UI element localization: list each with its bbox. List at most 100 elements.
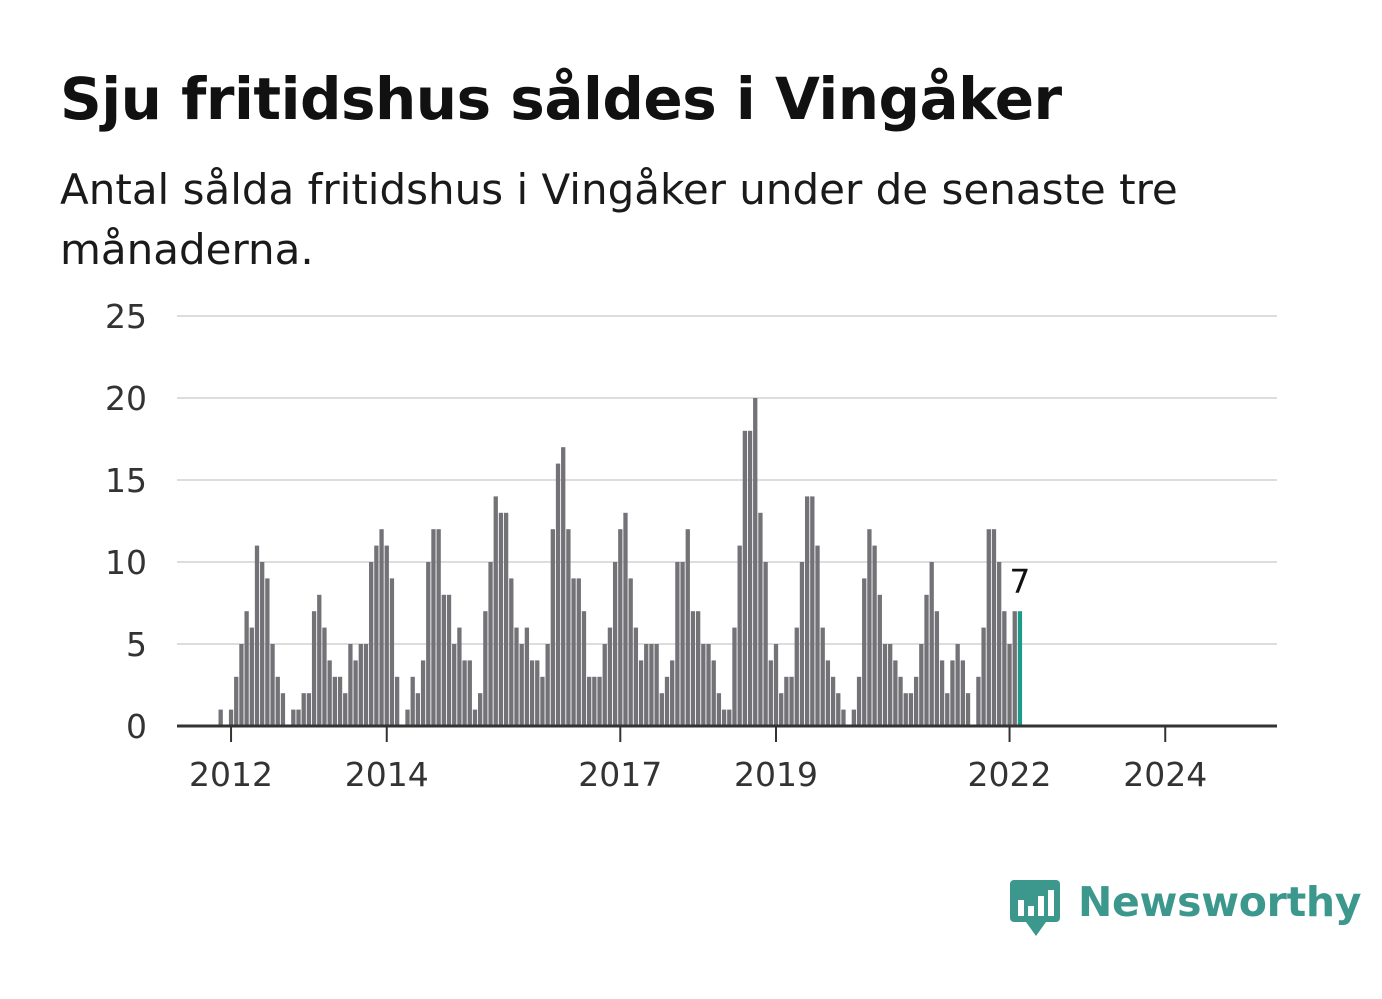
bar: [483, 611, 488, 726]
bar: [332, 676, 337, 726]
bar: [945, 693, 950, 726]
bar: [244, 611, 249, 726]
y-tick-label-10: 10: [105, 543, 147, 582]
bar: [867, 529, 872, 726]
bar: [836, 693, 841, 726]
bar: [628, 578, 633, 726]
bar: [633, 627, 639, 726]
y-tick-label-15: 15: [105, 461, 147, 500]
x-tick-label-2024: 2024: [1123, 755, 1207, 794]
bar: [317, 594, 322, 726]
bar: [794, 627, 799, 726]
bar: [773, 644, 779, 726]
bar: [919, 644, 924, 726]
grid-lines: [177, 315, 1277, 645]
bar: [830, 676, 836, 726]
bar: [374, 545, 379, 726]
bar: [519, 644, 524, 726]
bar: [488, 562, 493, 726]
bar: [934, 611, 940, 726]
bar: [706, 644, 711, 726]
bar: [415, 693, 421, 726]
bar: [503, 512, 509, 726]
bar: [701, 644, 706, 726]
bar: [685, 529, 690, 726]
x-tick-label-2012: 2012: [189, 755, 273, 794]
bar: [981, 627, 986, 726]
bar: [597, 676, 602, 726]
bar: [306, 693, 312, 726]
bar: [431, 529, 436, 726]
bar: [799, 562, 805, 726]
bar: [265, 578, 270, 726]
bar: [239, 644, 244, 726]
bar: [888, 644, 893, 726]
bar: [882, 644, 888, 726]
tick-labels: 0 5 10 15 20 25 7 2012 2014 2017 2019 2022 2024: [105, 297, 1207, 794]
bar: [462, 660, 467, 726]
chart-subtitle: Antal sålda fritidshus i Vingåker under …: [60, 165, 1178, 274]
bar: [249, 627, 254, 726]
bar: [571, 578, 576, 726]
bar: [550, 529, 555, 726]
bar: [965, 693, 971, 726]
bar: [680, 562, 685, 726]
bar: [976, 676, 981, 726]
bar: [810, 496, 815, 726]
bar: [535, 660, 540, 726]
bar: [638, 660, 644, 726]
bar: [742, 430, 748, 726]
bar: [405, 709, 410, 726]
bar: [664, 676, 670, 726]
bar: [747, 430, 753, 726]
bar: [498, 512, 504, 726]
bar: [929, 562, 934, 726]
bar: [789, 676, 794, 726]
bar: [436, 529, 441, 726]
bar: [623, 512, 628, 726]
bar: [493, 496, 498, 726]
bar: [727, 709, 732, 726]
bar: [379, 529, 384, 726]
y-tick-label-20: 20: [105, 379, 147, 418]
bar: [296, 709, 301, 726]
bar: [275, 676, 280, 726]
bar: [363, 644, 369, 726]
bar-chart-speech-bubble-icon: [1010, 880, 1060, 936]
bar: [270, 644, 275, 726]
bar: [820, 627, 825, 726]
bar: [218, 709, 223, 726]
bar: [452, 644, 457, 726]
y-tick-label-0: 0: [126, 707, 147, 746]
bar: [737, 545, 742, 726]
bar: [618, 529, 623, 726]
bar: [721, 709, 727, 726]
bar: [301, 693, 306, 726]
bar: [991, 529, 997, 726]
bar: [343, 693, 348, 726]
bar: [877, 594, 882, 726]
x-tick-label-2019: 2019: [734, 755, 818, 794]
y-tick-label-5: 5: [126, 625, 147, 664]
bar-chart: 0 5 10 15 20 25 7 2012 2014 2017 2019 2022 2024: [105, 297, 1277, 794]
bar: [997, 562, 1002, 726]
bar: [280, 693, 286, 726]
bar: [825, 660, 831, 726]
bar: [514, 627, 519, 726]
bar: [670, 660, 675, 726]
bar: [529, 660, 535, 726]
bar: [426, 562, 431, 726]
bar: [311, 611, 317, 726]
bar: [260, 562, 265, 726]
bar: [254, 545, 260, 726]
bar: [394, 676, 400, 726]
bar: [384, 545, 389, 726]
bar: [711, 660, 716, 726]
bar: [337, 676, 343, 726]
bar: [457, 627, 462, 726]
bar: [410, 676, 415, 726]
bar: [587, 676, 592, 726]
bar: [291, 709, 296, 726]
bar: [555, 463, 561, 726]
bar: [509, 578, 514, 726]
